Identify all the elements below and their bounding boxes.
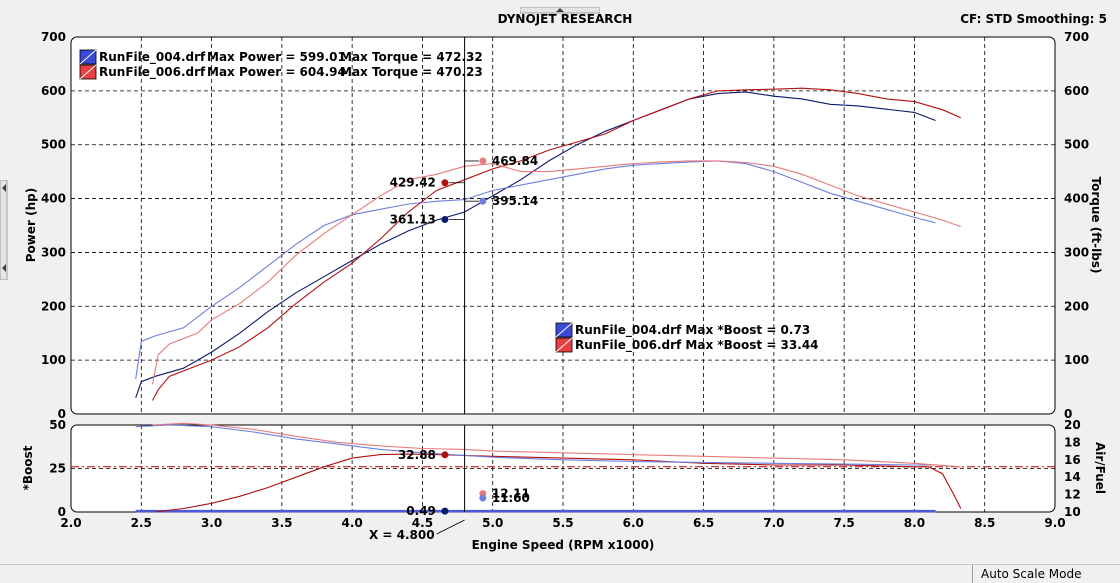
x-tick: 8.0: [904, 516, 925, 530]
series-run004-torque: [135, 160, 936, 380]
main-y2-tick: 300: [1064, 245, 1089, 259]
boost-marker-label-run004-boost: 0.49: [406, 504, 436, 518]
x-tick: 5.0: [482, 516, 503, 530]
marker-dot-run006-power: [441, 179, 449, 187]
marker-dot-run004-torque: [479, 197, 487, 205]
boost-marker-dot-run004-boost: [441, 507, 449, 515]
dyno-chart: DYNOJET RESEARCH CF: STD Smoothing: 5 01…: [21, 12, 1107, 552]
boost-marker-label-run006-boost: 32.88: [398, 448, 436, 462]
cursor-readout: X = 4.800: [369, 528, 435, 542]
x-tick: 6.5: [693, 516, 714, 530]
legend-swatch-run004-diag: [79, 49, 97, 65]
series-run004-power: [135, 91, 936, 398]
boost-marker-label-run006-afr: 12.11: [492, 487, 530, 501]
main-y-tick: 400: [41, 192, 66, 206]
boost-grid: [71, 425, 1055, 512]
afr-y2-tick: 10: [1064, 505, 1081, 519]
afr-y2-tick-labels: 10 12 14 16 18 20: [1064, 418, 1081, 519]
x-tick-labels: 2.0 2.5 3.0 3.5 4.0 4.5 5.0 5.5 6.0 6.5 7.0 7.5 8.0 8…: [60, 516, 1065, 530]
main-y2-tick: 400: [1064, 192, 1089, 206]
series-run006-torque: [151, 160, 961, 385]
main-y-tick: 600: [41, 84, 66, 98]
legend-file-run004: RunFile_004.drf: [99, 50, 206, 65]
chart-settings-text: CF: STD Smoothing: 5: [960, 12, 1107, 26]
power-torque-legend: RunFile_004.drf Max Power = 599.01 Max T…: [79, 49, 483, 80]
rpm-cursor[interactable]: X = 4.800: [369, 37, 466, 542]
x-tick: 6.0: [623, 516, 644, 530]
x-tick: 8.5: [974, 516, 995, 530]
main-y-tick-labels: 0 100 200 300 400 500 600 700: [41, 30, 66, 421]
boost-y-tick: 0: [58, 505, 66, 519]
x-tick: 9.0: [1044, 516, 1065, 530]
legend-torque-run004: Max Torque = 472.32: [340, 50, 483, 64]
legend-torque-run006: Max Torque = 470.23: [340, 65, 483, 79]
afr-y2-tick: 14: [1064, 470, 1081, 484]
main-y-tick: 200: [41, 299, 66, 313]
afr-y2-tick: 20: [1064, 418, 1081, 432]
main-y-tick: 500: [41, 138, 66, 152]
boost-marker-dot-run004-afr: [479, 494, 487, 502]
x-tick: 7.5: [834, 516, 855, 530]
marker-label-run006-power: 429.42: [390, 176, 436, 190]
boost-y-tick: 25: [49, 462, 66, 476]
chart-header-title: DYNOJET RESEARCH: [498, 12, 633, 26]
main-y2-tick: 700: [1064, 30, 1089, 44]
afr-y2-tick: 16: [1064, 453, 1081, 467]
boost-legend-run004: RunFile_004.drf Max *Boost = 0.73: [575, 323, 810, 338]
main-y2-axis-label: Torque (ft-lbs): [1089, 177, 1103, 274]
x-tick: 5.5: [552, 516, 573, 530]
main-y-tick: 100: [41, 353, 66, 367]
boost-legend-swatch-run006-diag: [555, 337, 573, 353]
marker-label-run006-torque: 469.84: [492, 154, 538, 168]
x-tick: 7.0: [763, 516, 784, 530]
boost-y-tick: 50: [49, 418, 66, 432]
afr-y2-axis-label: Air/Fuel: [1093, 442, 1107, 494]
main-y-tick: 300: [41, 245, 66, 259]
main-y-tick: 700: [41, 30, 66, 44]
main-series-layer: [135, 87, 962, 401]
boost-marker-dot-run006-boost: [441, 451, 449, 459]
x-tick: 4.5: [412, 516, 433, 530]
main-y2-tick: 600: [1064, 84, 1089, 98]
boost-marker-label-run004-afr: 11.60: [492, 491, 530, 505]
x-tick: 4.0: [342, 516, 363, 530]
left-splitter-handle[interactable]: [0, 179, 8, 281]
marker-label-run004-torque: 395.14: [492, 194, 538, 208]
cursor-readout-leader: [436, 519, 465, 535]
main-y2-tick-labels: 0 100 200 300 400 500 600 700: [1064, 30, 1089, 421]
boost-legend-run006: RunFile_006.drf Max *Boost = 33.44: [575, 338, 819, 353]
boost-y-axis-label: *Boost: [21, 445, 35, 490]
legend-file-run006: RunFile_006.drf: [99, 65, 206, 80]
main-markers: 469.84 429.42 395.14 361.13: [390, 154, 539, 227]
main-y-tick: 0: [58, 407, 66, 421]
main-y2-tick: 100: [1064, 353, 1089, 367]
x-tick: 3.0: [201, 516, 222, 530]
legend-swatch-run006-diag: [79, 64, 97, 80]
boost-y-tick-labels: 0 25 50: [49, 418, 66, 519]
afr-y2-tick: 18: [1064, 435, 1081, 449]
x-axis-label: Engine Speed (RPM x1000): [472, 538, 655, 552]
marker-dot-run006-torque: [479, 157, 487, 165]
afr-y2-tick: 12: [1064, 488, 1081, 502]
x-tick: 2.0: [60, 516, 81, 530]
status-bar: Auto Scale Mode: [0, 564, 1120, 583]
boost-legend-swatch-run004-diag: [555, 322, 573, 338]
status-auto-scale-mode[interactable]: Auto Scale Mode: [972, 565, 1081, 583]
legend-power-run006: Max Power = 604.94: [207, 65, 346, 79]
series-run006-power: [152, 87, 962, 401]
x-tick: 2.5: [131, 516, 152, 530]
legend-power-run004: Max Power = 599.01: [207, 50, 346, 64]
marker-label-run004-power: 361.13: [390, 213, 436, 227]
boost-legend: RunFile_004.drf Max *Boost = 0.73 RunFil…: [555, 322, 819, 353]
main-y2-tick: 200: [1064, 299, 1089, 313]
main-y-axis-label: Power (hp): [24, 188, 38, 262]
main-y2-tick: 500: [1064, 138, 1089, 152]
x-tick: 3.5: [271, 516, 292, 530]
main-y2-tick: 0: [1064, 407, 1072, 421]
marker-dot-run004-power: [441, 216, 449, 224]
